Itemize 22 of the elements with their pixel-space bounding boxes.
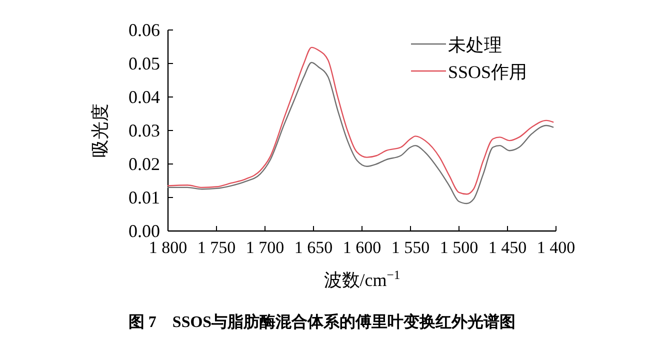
x-tick-label: 1 800	[148, 238, 188, 257]
y-axis-title: 吸光度	[90, 104, 110, 158]
x-tick-label: 1 400	[536, 238, 576, 257]
y-tick-label: 0.04	[128, 87, 160, 107]
x-tick-label: 1 450	[488, 238, 527, 257]
x-tick-label: 1 500	[440, 238, 478, 257]
x-axis-title: 波数/cm$^{−1}$	[324, 268, 400, 290]
x-tick-label: 1 750	[197, 238, 236, 257]
y-tick-label: 0.03	[128, 120, 160, 140]
legend-label: 未处理	[448, 35, 502, 55]
text: 图 7 SSOS与脂肪酶混合体系的傅里叶变换红外光谱图	[128, 313, 516, 331]
y-tick-label: 0.06	[128, 20, 160, 40]
y-tick-label: 0.00	[128, 221, 160, 241]
x-tick-label: 1 550	[391, 238, 430, 257]
y-tick-label: 0.02	[128, 154, 160, 174]
line-series	[167, 62, 554, 204]
y-tick-label: 0.05	[128, 54, 160, 74]
x-tick-label: 1 600	[342, 238, 382, 257]
x-tick-label: 1 650	[294, 238, 333, 257]
x-tick-label: 1 700	[246, 238, 284, 257]
legend-label: SSOS作用	[448, 62, 528, 82]
y-tick-label: 0.01	[128, 188, 160, 208]
